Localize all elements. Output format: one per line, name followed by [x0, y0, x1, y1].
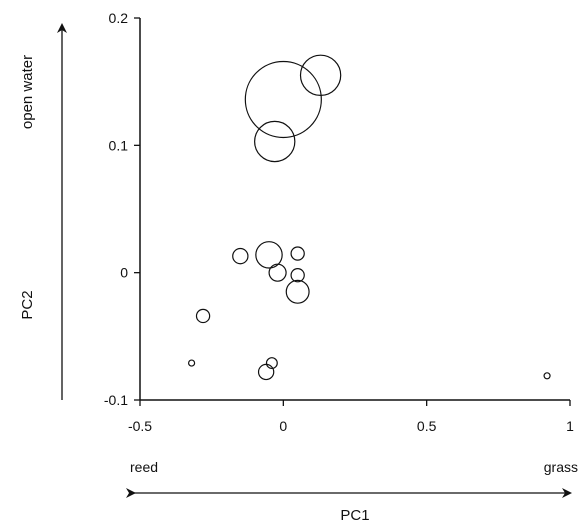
data-point — [285, 279, 310, 304]
y-tick-label: 0 — [120, 265, 128, 281]
data-point — [188, 359, 196, 367]
x-tick-label: 0.5 — [417, 418, 437, 434]
data-point — [254, 120, 296, 163]
data-point — [232, 247, 249, 265]
data-point — [268, 263, 287, 282]
x-arrow-left-label: reed — [130, 459, 158, 475]
x-tick-label: 1 — [566, 418, 574, 434]
data-point — [290, 246, 305, 261]
data-point — [257, 363, 275, 381]
data-point — [543, 372, 551, 380]
y-tick-label: 0.2 — [109, 10, 129, 26]
y-ticks: -0.1 0 0.1 0.2 — [104, 10, 140, 408]
y-tick-label: 0.1 — [109, 137, 129, 153]
data-point — [244, 60, 322, 139]
data-points — [188, 54, 551, 381]
data-point — [299, 54, 342, 97]
data-point — [255, 241, 283, 269]
x-axis-title: PC1 — [340, 507, 369, 524]
data-point — [290, 268, 305, 283]
x-tick-label: 0 — [279, 418, 287, 434]
y-tick-label: -0.1 — [104, 392, 128, 408]
data-point — [195, 308, 211, 324]
x-ticks: -0.5 0 0.5 1 — [128, 400, 574, 434]
y-axis-title: PC2 — [19, 290, 36, 319]
x-arrow-right-label: grass — [544, 459, 578, 475]
x-tick-label: -0.5 — [128, 418, 152, 434]
data-point — [265, 357, 278, 370]
y-arrow-label: open water — [19, 55, 36, 129]
